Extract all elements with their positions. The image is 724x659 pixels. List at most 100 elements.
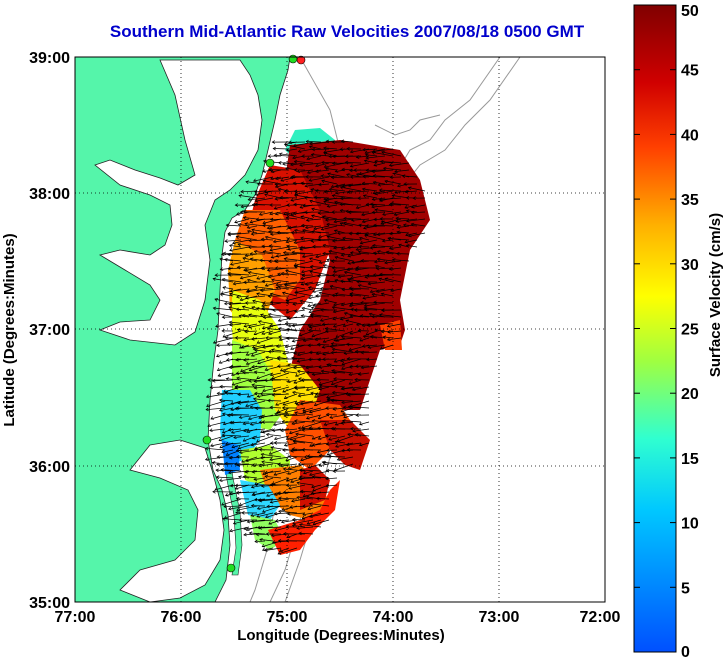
velocity-arrow-head [258,498,263,503]
velocity-arrow [251,519,274,523]
velocity-arrow-head [361,344,366,348]
velocity-arrow [315,169,330,173]
velocity-arrow-head [297,462,302,466]
velocity-arrow [314,400,330,406]
velocity-arrow [315,281,330,286]
velocity-arrow-head [266,225,271,230]
velocity-arrow-head [265,336,269,340]
velocity-arrow [271,533,290,537]
velocity-arrow-head [410,222,415,227]
velocity-arrow [229,351,250,354]
velocity-arrow-head [238,194,243,198]
velocity-arrow [315,337,330,341]
velocity-arrow-head [300,457,304,462]
velocity-arrow [229,323,242,326]
velocity-arrow-head [328,154,332,159]
velocity-arrow-head [250,484,255,489]
velocity-arrow-head [382,166,387,171]
velocity-arrow [259,259,274,262]
velocity-arrow [319,365,330,368]
velocity-arrow-head [315,169,319,174]
velocity-arrow-head [302,203,306,208]
velocity-arrow-head [341,366,345,370]
velocity-arrow [355,434,370,437]
velocity-arrow [286,148,298,151]
colorbar-tick-label: 5 [681,580,690,597]
velocity-arrow-head [270,533,275,538]
velocity-arrow-head [300,215,304,219]
velocity-arrow-head [350,275,354,280]
velocity-arrow-head [293,365,297,370]
velocity-arrow-head [380,329,385,334]
velocity-arrow [311,154,330,157]
velocity-arrow-head [301,428,305,432]
velocity-arrow [235,484,250,490]
velocity-arrow-head [381,238,386,243]
velocity-arrow [335,421,346,426]
velocity-arrow-head [284,409,288,414]
velocity-arrow [334,279,346,283]
velocity-arrow-head [330,259,335,264]
velocity-arrow [333,309,346,313]
velocity-arrow [292,337,314,342]
velocity-arrow [251,232,266,235]
velocity-arrow [330,344,346,348]
velocity-arrow-head [333,229,338,234]
velocity-arrow-head [323,152,328,156]
velocity-arrow-head [359,236,363,241]
velocity-arrow-head [228,351,233,355]
velocity-arrow [254,330,266,335]
velocity-arrow-head [243,532,247,537]
velocity-arrow [381,293,394,297]
velocity-arrow [270,498,290,503]
velocity-arrow [248,323,266,328]
velocity-arrow-head [295,402,300,406]
velocity-arrow-head [288,140,292,145]
velocity-arrow-head [320,174,325,178]
velocity-arrow-head [318,453,323,458]
velocity-arrow-head [388,246,393,250]
velocity-arrow-head [345,154,349,159]
velocity-arrow [406,210,418,213]
velocity-arrow-head [287,225,292,230]
velocity-arrow-head [315,282,319,287]
velocity-arrow-head [310,306,315,311]
velocity-arrow-head [322,352,326,356]
velocity-arrow-head [269,203,273,207]
velocity-arrow-head [234,486,239,490]
velocity-arrow-head [283,212,287,216]
velocity-arrow-head [286,244,290,249]
velocity-arrow [266,433,282,437]
velocity-arrow-head [293,202,297,207]
velocity-arrow [265,236,282,241]
velocity-arrow [338,274,354,278]
velocity-arrow-head [296,359,301,363]
velocity-arrow-head [204,446,209,451]
velocity-arrow-head [331,369,335,373]
velocity-arrow-head [292,143,297,148]
velocity-arrow [269,211,282,215]
velocity-arrow-head [379,217,383,221]
velocity-arrow-head [269,217,274,222]
velocity-arrow [373,162,386,166]
velocity-arrow [312,148,330,150]
velocity-arrow-head [301,154,305,159]
velocity-arrow-head [217,373,222,377]
velocity-arrow [273,148,290,150]
velocity-arrow [224,302,242,305]
velocity-arrow [341,386,362,390]
velocity-arrow [229,365,250,368]
velocity-arrow-head [329,415,333,419]
velocity-arrow-head [246,225,251,229]
velocity-arrow-head [260,414,264,419]
velocity-arrow [326,449,338,451]
velocity-arrow [321,175,338,178]
velocity-arrow [356,204,370,209]
velocity-arrow-head [343,221,347,226]
station-marker [288,54,298,64]
velocity-arrow-head [294,291,298,295]
velocity-arrow-head [299,163,303,167]
velocity-arrow [302,512,322,519]
velocity-arrow-head [251,492,256,497]
velocity-arrow [274,204,290,210]
